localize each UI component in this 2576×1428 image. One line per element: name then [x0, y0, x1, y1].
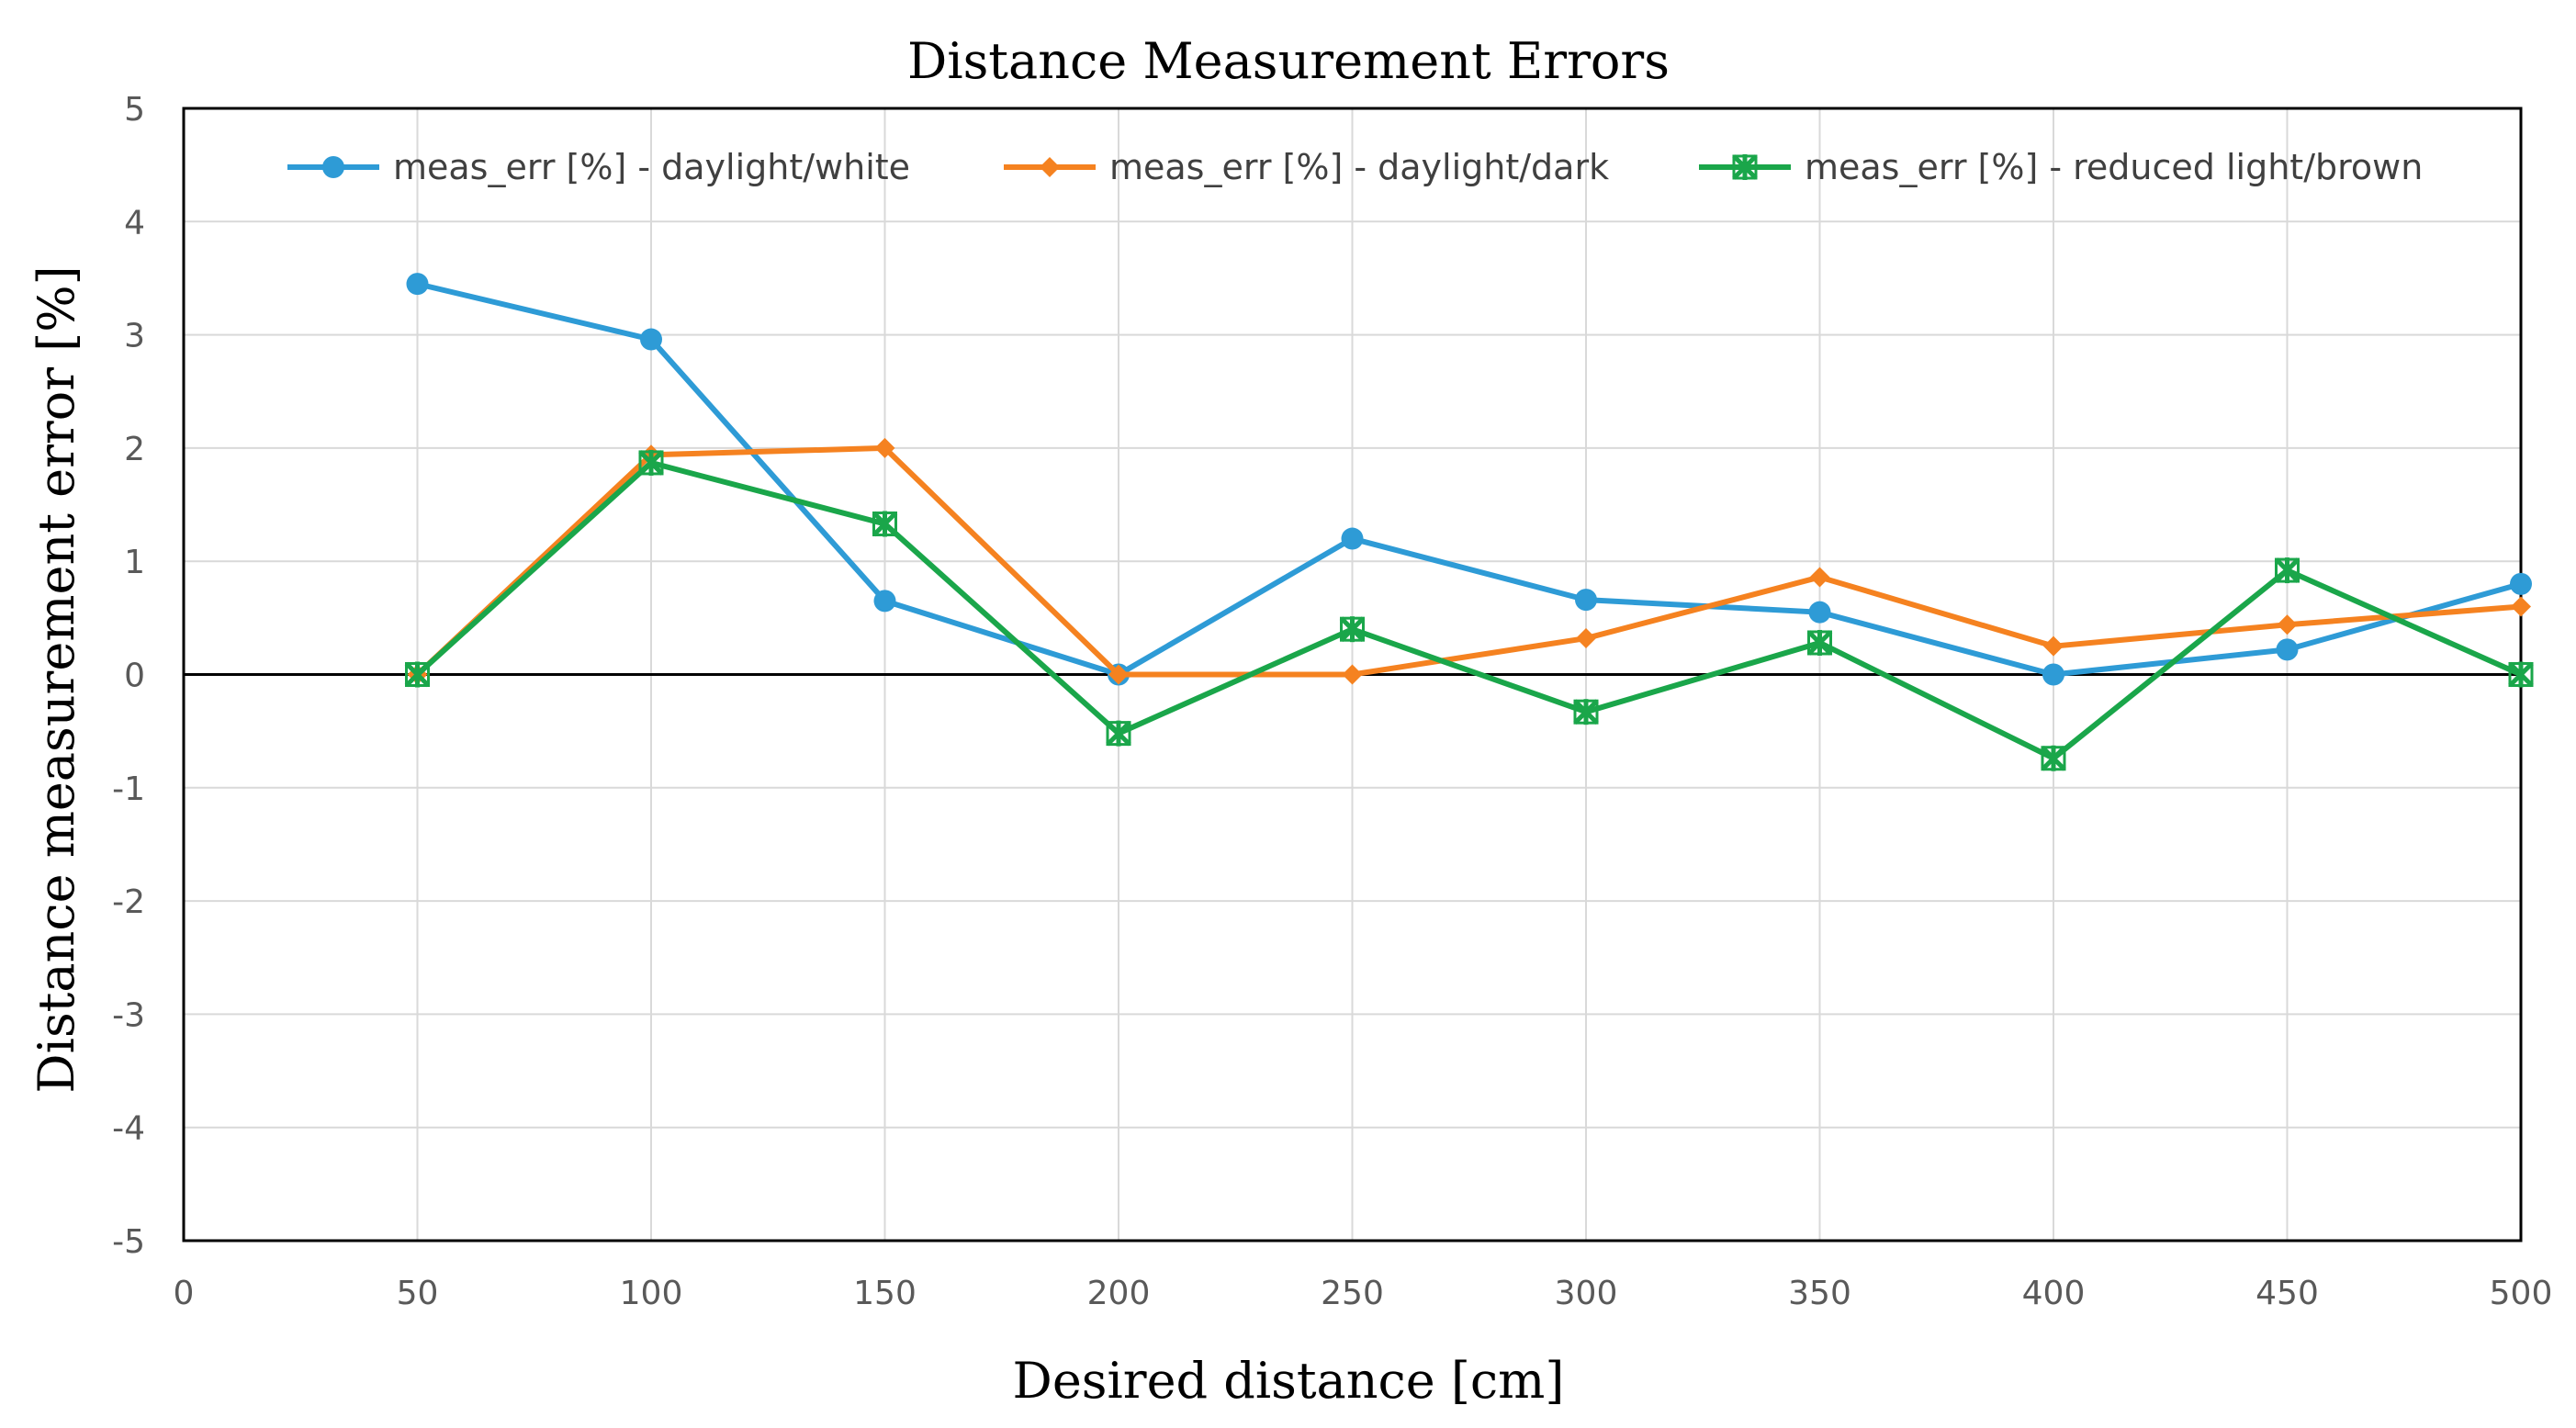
series-layer [404, 273, 2534, 771]
legend: meas_err [%] - daylight/white meas_err [%… [287, 147, 2423, 187]
y-tick-label: -4 [112, 1110, 145, 1148]
x-tick-label: 100 [620, 1275, 683, 1312]
series-line [415, 459, 2523, 761]
data-point [2274, 557, 2300, 584]
y-tick-label: 2 [124, 431, 145, 468]
data-point [1341, 527, 1364, 550]
x-tick-label: 300 [1555, 1275, 1618, 1312]
data-point [2508, 661, 2534, 688]
data-point [1342, 664, 1363, 685]
data-point [640, 328, 662, 351]
data-point-stroke [638, 450, 664, 476]
data-point-stroke [405, 662, 430, 687]
x-axis-label: Desired distance [cm] [1013, 1352, 1565, 1410]
data-point [1106, 720, 1131, 747]
axis-layer: 0 50 100 150 200 250 300 350 400 450 500 5 4 3 2 1 0 -1 -2… [112, 91, 2552, 1312]
data-point-stroke [1807, 630, 1832, 656]
series-line [415, 444, 2522, 678]
legend-marker [1040, 157, 1060, 177]
x-tick-label: 350 [1788, 1275, 1851, 1312]
x-tick-label: 400 [2022, 1275, 2086, 1312]
data-point-stroke [2508, 662, 2534, 687]
x-tick-label: 200 [1087, 1275, 1151, 1312]
data-point [404, 661, 431, 688]
data-point-stroke [1573, 699, 1599, 725]
series-line [416, 281, 2522, 678]
series-3 [404, 449, 2534, 771]
legend-label: meas_err [%] - reduced light/brown [1805, 147, 2423, 187]
y-axis-label: Distance measurement error [%] [28, 265, 85, 1093]
legend-marker [1732, 154, 1758, 180]
x-tick-label: 250 [1321, 1275, 1384, 1312]
data-point [2043, 635, 2064, 657]
y-tick-label: 5 [124, 91, 145, 129]
legend-label: meas_err [%] - daylight/dark [1109, 147, 1609, 187]
y-tick-label: -1 [112, 770, 145, 808]
y-tick-label: 1 [124, 544, 145, 581]
x-tick-label: 0 [174, 1275, 195, 1312]
grid-layer [184, 108, 2521, 1241]
data-point [1573, 699, 1599, 725]
chart-title: Distance Measurement Errors [907, 32, 1670, 90]
data-point [1806, 629, 1833, 656]
data-point [874, 437, 895, 458]
data-point [1809, 567, 1830, 588]
y-tick-label: -3 [112, 996, 145, 1034]
data-point [1575, 589, 1597, 612]
data-point-stroke [1106, 721, 1131, 747]
data-point [2510, 572, 2532, 595]
data-point [1108, 664, 1129, 685]
data-point [1576, 628, 1596, 649]
data-point [2511, 596, 2531, 617]
x-tick-label: 500 [2490, 1275, 2553, 1312]
y-tick-label: 3 [124, 318, 145, 355]
x-tick-label: 150 [853, 1275, 917, 1312]
data-point [1808, 601, 1831, 624]
legend-label: meas_err [%] - daylight/white [393, 147, 910, 187]
data-point [872, 511, 898, 537]
legend-marker-stroke [1732, 154, 1758, 180]
legend-item-2: meas_err [%] - daylight/dark [1004, 147, 1609, 187]
y-tick-label: -5 [112, 1223, 145, 1261]
legend-item-1: meas_err [%] - daylight/white [287, 147, 910, 187]
legend-marker [322, 156, 344, 178]
data-point-stroke [2275, 557, 2300, 583]
data-point [2276, 638, 2299, 661]
legend-item-3: meas_err [%] - reduced light/brown [1699, 147, 2423, 187]
data-point [2042, 663, 2064, 686]
data-point [638, 449, 664, 476]
y-tick-label: -2 [112, 883, 145, 921]
data-point [2041, 745, 2066, 771]
data-point [1339, 616, 1366, 643]
data-point-stroke [2041, 746, 2066, 771]
x-tick-label: 50 [397, 1275, 439, 1312]
data-point-stroke [1340, 616, 1365, 642]
y-tick-label: 4 [124, 204, 145, 242]
x-tick-label: 450 [2255, 1275, 2319, 1312]
data-point [873, 590, 896, 613]
y-tick-label: 0 [124, 658, 145, 695]
data-point-stroke [872, 512, 897, 537]
data-point [406, 273, 429, 296]
data-point [2277, 614, 2298, 635]
